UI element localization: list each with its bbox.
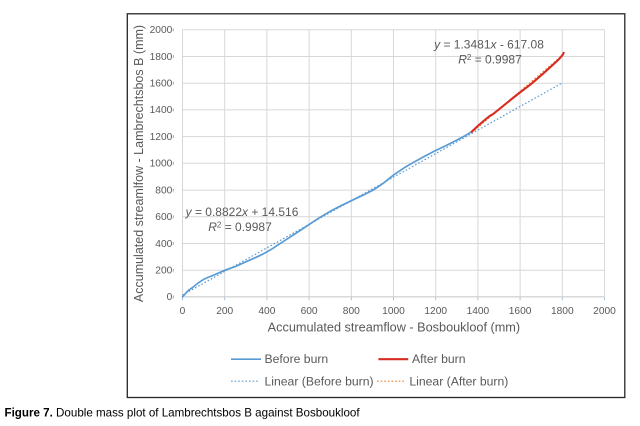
- svg-text:1000: 1000: [150, 159, 173, 170]
- svg-text:1200: 1200: [424, 306, 447, 317]
- svg-text:Before burn: Before burn: [265, 352, 329, 366]
- svg-text:y = 0.8822x + 14.516: y = 0.8822x + 14.516: [185, 205, 299, 219]
- svg-text:1600: 1600: [150, 79, 173, 90]
- svg-text:2000: 2000: [150, 25, 173, 36]
- svg-text:1200: 1200: [150, 132, 173, 143]
- svg-text:After burn: After burn: [412, 352, 466, 366]
- svg-text:600: 600: [155, 212, 172, 223]
- svg-text:400: 400: [258, 306, 275, 317]
- svg-text:1400: 1400: [150, 105, 173, 116]
- svg-text:1800: 1800: [551, 306, 574, 317]
- svg-text:R2 = 0.9987: R2 = 0.9987: [458, 53, 522, 67]
- svg-text:1000: 1000: [382, 306, 405, 317]
- svg-text:2000: 2000: [593, 306, 616, 317]
- svg-text:1800: 1800: [150, 52, 173, 63]
- svg-text:200: 200: [155, 266, 172, 277]
- svg-text:0: 0: [180, 306, 186, 317]
- svg-text:Linear (After burn): Linear (After burn): [409, 374, 508, 388]
- svg-text:Figure 7. Double mass plot of: Figure 7. Double mass plot of Lambrechts…: [5, 406, 361, 419]
- svg-text:R2 = 0.9987: R2 = 0.9987: [208, 220, 272, 234]
- svg-text:800: 800: [155, 185, 172, 196]
- svg-text:Accumulated streamflow - Bosbo: Accumulated streamflow - Bosboukloof (mm…: [268, 320, 520, 334]
- svg-text:200: 200: [216, 306, 233, 317]
- svg-text:400: 400: [155, 239, 172, 250]
- svg-text:Linear (Before burn): Linear (Before burn): [265, 374, 374, 388]
- svg-text:800: 800: [343, 306, 360, 317]
- svg-text:1400: 1400: [467, 306, 490, 317]
- svg-text:600: 600: [301, 306, 318, 317]
- svg-text:Accumulated streamlfow - Lambr: Accumulated streamlfow - Lambrechtsbos B…: [132, 25, 146, 302]
- svg-text:1600: 1600: [509, 306, 532, 317]
- svg-text:0: 0: [167, 292, 173, 303]
- svg-text:y = 1.3481x - 617.08: y = 1.3481x - 617.08: [433, 38, 544, 52]
